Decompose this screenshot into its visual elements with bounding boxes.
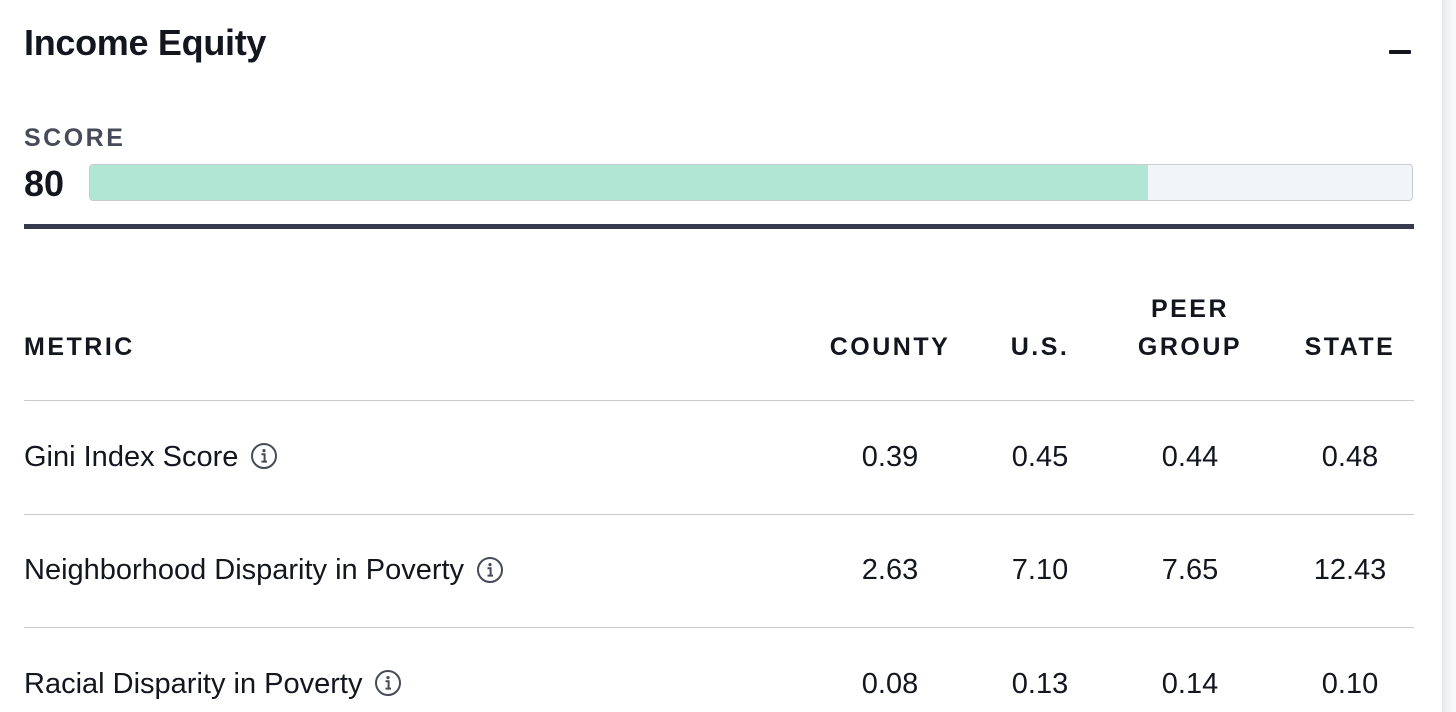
table-row: Gini Index Score 0.39 0.45 0.44 0.48	[24, 400, 1414, 515]
column-header-county: COUNTY	[794, 229, 986, 401]
minus-icon	[1389, 50, 1411, 54]
score-progress-bar	[89, 164, 1413, 201]
county-value: 0.39	[794, 400, 986, 515]
peer-group-value: 0.44	[1094, 400, 1286, 515]
state-value: 12.43	[1286, 514, 1414, 628]
metric-cell: Neighborhood Disparity in Poverty	[24, 514, 794, 628]
us-value: 0.45	[986, 400, 1094, 515]
metrics-table: METRIC COUNTY U.S. PEER GROUP STATE Gini…	[24, 229, 1414, 712]
table-row: Racial Disparity in Poverty 0.08 0.13 0.…	[24, 627, 1414, 712]
metric-label: Neighborhood Disparity in Poverty	[24, 554, 465, 587]
us-value: 7.10	[986, 514, 1094, 628]
panel-edge-shadow	[1442, 0, 1456, 712]
state-value: 0.48	[1286, 400, 1414, 515]
column-header-peer-group-line1: PEER	[1150, 295, 1230, 323]
info-circle-icon[interactable]	[374, 669, 402, 697]
metric-label: Gini Index Score	[24, 440, 239, 473]
county-value: 2.63	[794, 514, 986, 628]
section-header: Income Equity	[24, 18, 1414, 74]
column-header-peer-group-line2: GROUP	[1137, 333, 1243, 361]
peer-group-value: 7.65	[1094, 514, 1286, 628]
column-header-metric: METRIC	[24, 229, 794, 401]
section-title: Income Equity	[24, 22, 267, 63]
state-value: 0.10	[1286, 627, 1414, 712]
info-circle-icon[interactable]	[476, 556, 504, 584]
info-circle-icon[interactable]	[250, 442, 278, 470]
metric-label: Racial Disparity in Poverty	[24, 667, 363, 700]
score-value: 80	[24, 163, 65, 204]
column-header-peer-group: PEER GROUP	[1094, 229, 1286, 401]
metric-cell: Gini Index Score	[24, 400, 794, 515]
score-progress-fill	[90, 165, 1148, 200]
section-divider	[24, 224, 1414, 229]
table-row: Neighborhood Disparity in Poverty 2.63 7…	[24, 514, 1414, 628]
us-value: 0.13	[986, 627, 1094, 712]
column-header-state: STATE	[1286, 229, 1414, 401]
county-value: 0.08	[794, 627, 986, 712]
score-label: SCORE	[24, 124, 126, 152]
table-header-row: METRIC COUNTY U.S. PEER GROUP STATE	[24, 229, 1414, 401]
column-header-us: U.S.	[986, 229, 1094, 401]
collapse-button[interactable]	[1382, 26, 1414, 64]
peer-group-value: 0.14	[1094, 627, 1286, 712]
metric-cell: Racial Disparity in Poverty	[24, 627, 794, 712]
